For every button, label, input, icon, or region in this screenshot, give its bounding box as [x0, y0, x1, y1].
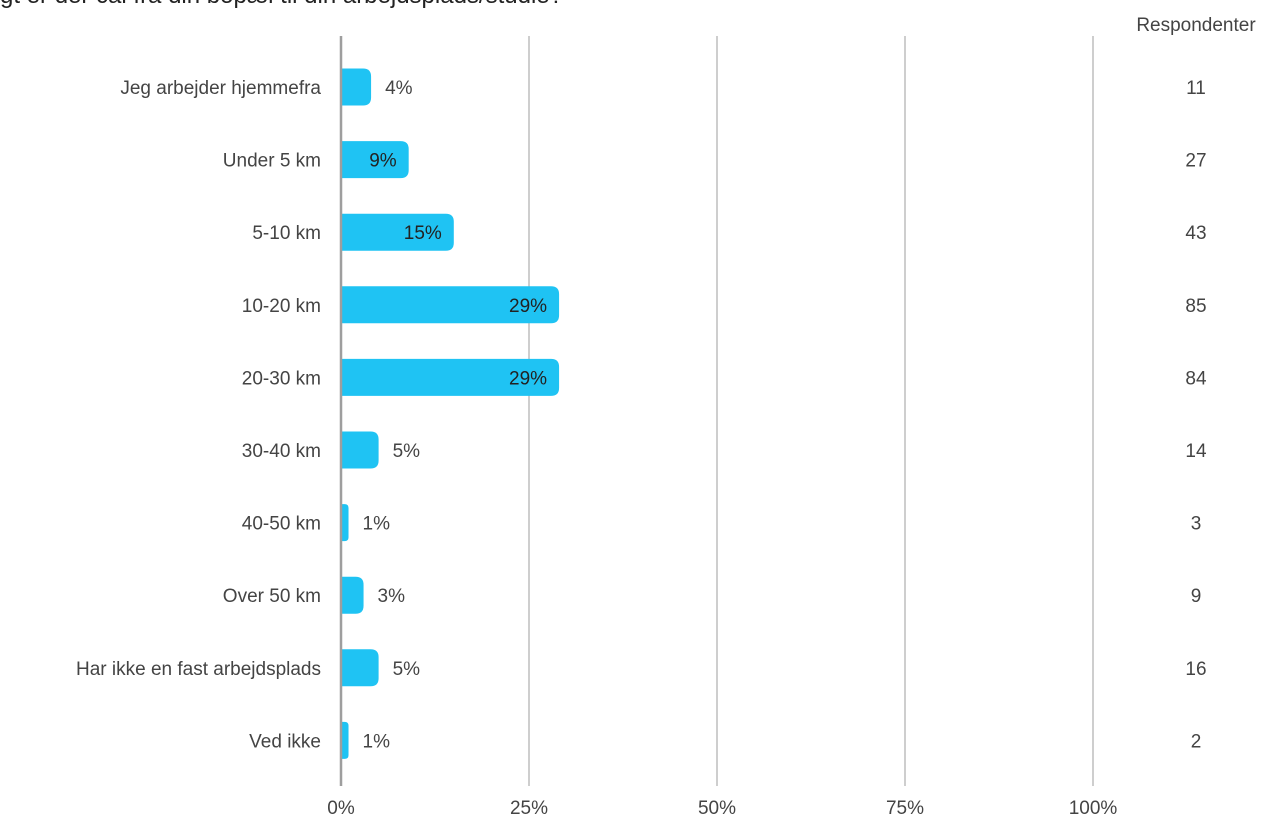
value-label: 29%	[509, 368, 547, 389]
bar	[341, 213, 454, 251]
respondent-count: 43	[1185, 223, 1206, 244]
value-label: 3%	[378, 586, 406, 607]
respondent-count: 11	[1186, 78, 1206, 99]
bars	[341, 68, 560, 759]
category-label: Over 50 km	[223, 586, 321, 607]
bar	[341, 141, 409, 179]
bar	[341, 68, 372, 106]
x-tick-label: 0%	[327, 798, 355, 819]
category-label: 30-40 km	[242, 441, 321, 462]
category-label: Har ikke en fast arbejdsplads	[76, 659, 321, 680]
value-label: 9%	[369, 151, 397, 172]
value-label: 29%	[509, 296, 547, 317]
category-label: 5-10 km	[252, 223, 321, 244]
bar	[341, 504, 349, 542]
respondent-counts: 11 27 43 85 84 14 3 9 16 2	[1185, 78, 1207, 752]
respondent-count: 14	[1185, 441, 1207, 462]
respondent-count: 84	[1185, 368, 1207, 389]
category-labels: Jeg arbejder hjemmefra Under 5 km 5-10 km 1…	[76, 78, 321, 752]
x-tick-label: 100%	[1069, 798, 1118, 819]
category-label: Ved ikke	[249, 731, 321, 752]
bar	[341, 721, 349, 759]
bar	[341, 431, 379, 469]
x-tick-labels: 0% 25% 50% 75% 100%	[327, 798, 1117, 819]
category-label: 20-30 km	[242, 368, 321, 389]
bar	[341, 576, 364, 614]
respondent-count: 3	[1191, 514, 1202, 535]
value-label: 1%	[363, 514, 391, 535]
respondent-count: 9	[1191, 586, 1202, 607]
category-label: Jeg arbejder hjemmefra	[120, 78, 321, 99]
category-label: 10-20 km	[242, 296, 321, 317]
bar	[341, 649, 379, 687]
respondent-count: 2	[1191, 731, 1202, 752]
respondent-count: 85	[1185, 296, 1206, 317]
bar	[341, 358, 560, 396]
bar	[341, 286, 560, 324]
value-label: 1%	[363, 731, 391, 752]
value-label: 4%	[385, 78, 413, 99]
x-tick-label: 50%	[698, 798, 736, 819]
respondents-header: Respondenter	[1136, 15, 1256, 36]
x-tick-label: 75%	[886, 798, 924, 819]
value-label: 5%	[393, 441, 421, 462]
value-label: 5%	[393, 659, 421, 680]
gridlines	[528, 36, 1094, 786]
category-label: 40-50 km	[242, 514, 321, 535]
chart-title: gt er der cal fra din bopæl til din arbe…	[0, 0, 1273, 10]
respondent-count: 16	[1185, 659, 1206, 680]
respondent-count: 27	[1185, 151, 1206, 172]
x-tick-label: 25%	[510, 798, 548, 819]
value-labels: 4% 9% 15% 29% 29% 5% 1% 3% 5% 1%	[363, 78, 548, 752]
value-label: 15%	[404, 223, 442, 244]
category-label: Under 5 km	[223, 151, 321, 172]
